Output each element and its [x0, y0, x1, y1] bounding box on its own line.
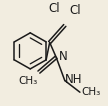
Text: CH₃: CH₃ — [81, 87, 100, 97]
Text: NH: NH — [65, 73, 83, 86]
Text: CH₃: CH₃ — [19, 76, 38, 86]
Text: Cl: Cl — [70, 4, 81, 17]
Text: Cl: Cl — [48, 2, 60, 15]
Text: N: N — [59, 50, 68, 63]
